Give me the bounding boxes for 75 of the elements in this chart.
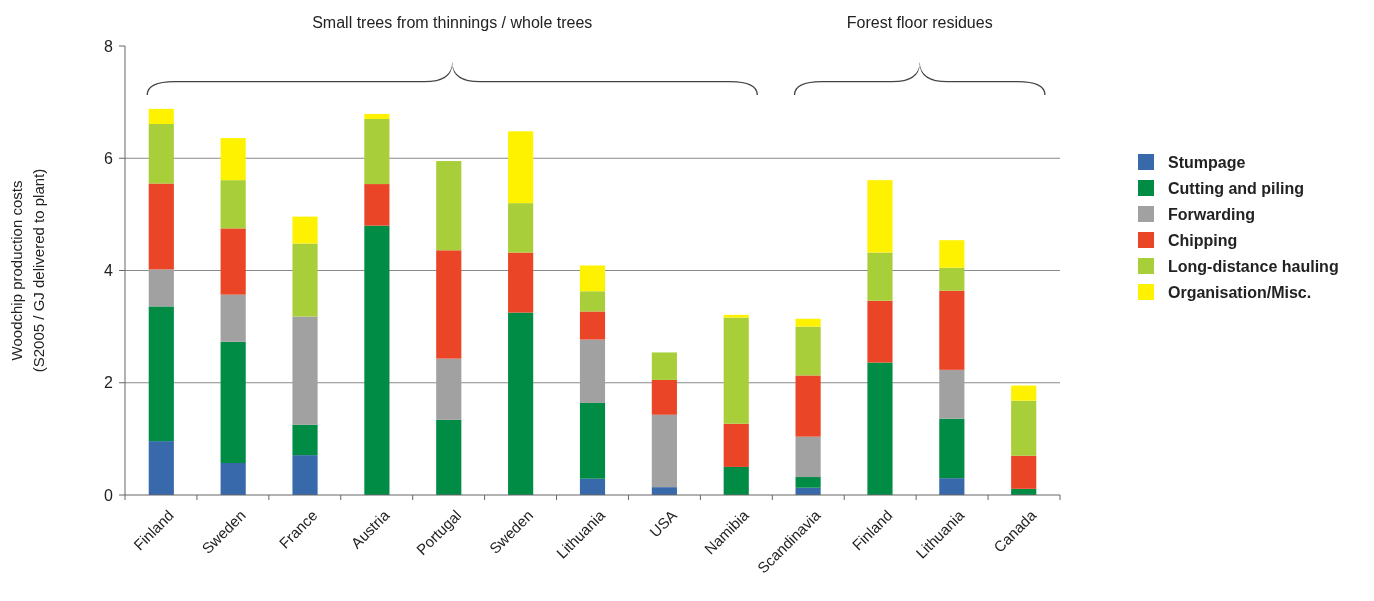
- bar: [364, 113, 390, 119]
- bar: [508, 312, 534, 495]
- bar: [579, 478, 606, 495]
- bar: [364, 118, 390, 185]
- bar: [867, 362, 893, 495]
- bar: [579, 291, 606, 312]
- bar: [1011, 455, 1037, 489]
- legend-label: Organisation/Misc.: [1168, 283, 1312, 301]
- bar: [220, 294, 246, 342]
- bar: [364, 184, 390, 226]
- bar: [867, 252, 893, 301]
- bar: [579, 265, 606, 292]
- bar: [867, 300, 893, 363]
- legend-label: Forwarding: [1168, 205, 1256, 223]
- y-tick-label: 6: [104, 149, 114, 167]
- bar: [651, 414, 677, 488]
- bar: [795, 318, 821, 327]
- y-tick-label: 4: [104, 262, 114, 280]
- bar: [579, 402, 606, 479]
- bar: [148, 269, 174, 307]
- bar: [148, 108, 174, 125]
- bar: [292, 424, 318, 456]
- bar: [795, 436, 821, 478]
- bar: [436, 419, 462, 495]
- bar: [436, 358, 462, 420]
- bar: [723, 423, 749, 467]
- bar: [939, 418, 965, 479]
- bar: [651, 352, 677, 380]
- bar: [939, 478, 965, 495]
- bar: [292, 455, 318, 495]
- bar: [795, 375, 821, 437]
- bar: [220, 463, 246, 495]
- bar: [220, 228, 246, 295]
- x-tick-label: USA: [646, 506, 680, 541]
- y-axis-title: Woodchip production costs (S2005 / GJ delivered to plant): [8, 168, 47, 373]
- bar: [579, 339, 606, 403]
- bar: [508, 252, 534, 313]
- bar: [1011, 385, 1037, 401]
- bar: [292, 243, 318, 317]
- bar: [867, 180, 893, 253]
- bar: [148, 124, 174, 184]
- bar: [220, 138, 246, 181]
- bar: [364, 225, 390, 495]
- bar: [508, 203, 534, 253]
- bar: [939, 369, 965, 419]
- bar: [1011, 400, 1037, 456]
- bar: [292, 216, 318, 244]
- bar: [148, 183, 174, 270]
- bar: [579, 311, 606, 340]
- y-tick-label: 0: [104, 486, 114, 504]
- bar: [508, 131, 534, 204]
- y-tick-label: 2: [104, 374, 114, 392]
- text: Small trees from thinnings / whole trees: [312, 14, 593, 31]
- text: Forest floor residues: [846, 14, 993, 31]
- bar: [436, 161, 462, 251]
- legend-label: Stumpage: [1168, 153, 1246, 171]
- bar: [148, 441, 174, 495]
- bar: [220, 341, 246, 464]
- bar: [939, 290, 965, 370]
- bar: [939, 240, 965, 268]
- legend-label: Cutting and piling: [1168, 179, 1304, 197]
- legend-label: Chipping: [1168, 231, 1238, 249]
- bar: [939, 267, 965, 291]
- y-tick-label: 8: [104, 37, 114, 55]
- bar: [436, 250, 462, 359]
- bar: [292, 316, 318, 425]
- bar: [651, 379, 677, 415]
- bar: [723, 317, 749, 424]
- legend-label: Long-distance hauling: [1168, 257, 1339, 275]
- bar: [148, 306, 174, 442]
- bar: [795, 326, 821, 376]
- bar: [795, 477, 821, 488]
- bar: [723, 466, 749, 495]
- bar: [220, 180, 246, 229]
- bar: [723, 314, 749, 318]
